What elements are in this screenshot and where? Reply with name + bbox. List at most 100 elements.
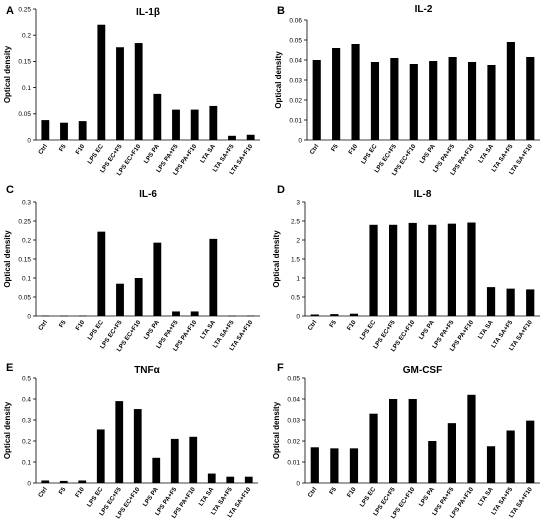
bar [209,238,218,316]
x-tick-label: Ctrl [307,486,319,499]
y-tick-label: 3 [296,199,300,206]
y-tick-label: 0.25 [18,218,31,225]
y-tick-label: 0.15 [18,256,31,263]
chart-panel-c: C IL-6 Optical density 0 0.05 0.1 0.15 0.2 0.25 0… [3,184,260,353]
x-tick-label: LPS PA [143,143,162,165]
bar [96,429,105,483]
bar [97,231,106,316]
bar [152,457,161,483]
y-tick-label: 0.05 [289,37,302,44]
x-tick-label: LTA SA [199,143,217,165]
x-tick-label: LPS EC [359,486,378,509]
bar [190,109,199,140]
chart-panel-d: D IL-8 Optical density 0 0.5 1 1.5 2 2.5 3 Ctrl F5 F… [272,184,540,353]
y-tick-label: 0.25 [18,6,31,13]
bar [447,423,456,483]
bar [172,109,180,140]
chart-title: TNFα [134,365,160,376]
x-tick-label: LPS EC [86,143,105,166]
y-tick-label: 0.2 [22,237,31,244]
panel-letter: D [277,184,285,196]
panel-letter: C [6,184,14,196]
y-axis-label: Optical density [274,51,283,109]
bar [41,480,50,483]
y-tick-label: 0.15 [18,59,31,66]
bar [312,60,321,140]
y-tick-label: 0 [27,137,31,144]
bar [349,448,359,483]
y-tick-label: 0.1 [22,275,31,282]
y-tick-label: 1.5 [291,256,300,263]
bar [408,222,417,316]
bar [78,121,87,140]
x-tick-label: F10 [346,319,358,332]
y-tick-label: 0 [296,480,300,487]
bar [389,399,398,483]
bar [428,224,437,316]
bar [506,42,515,140]
bar [115,401,124,483]
bar [429,61,438,140]
x-tick-label: Ctrl [37,486,49,499]
panel-letter: E [6,362,13,374]
bar [134,43,143,141]
panel-letter: B [277,5,285,17]
bar [390,58,399,140]
bar [60,122,68,140]
x-tick-label: LPS EC [86,319,105,342]
chart-title: IL-2 [415,4,433,15]
x-tick-label: Ctrl [37,319,49,332]
bar [78,315,87,317]
x-tick-label: LPS PA [143,319,162,341]
bar [428,441,437,483]
chart-title: IL-1β [136,7,160,18]
bar [41,120,50,140]
x-tick-label: F10 [346,486,358,499]
bar [486,446,496,483]
y-tick-label: 0.05 [18,111,31,118]
chart-panel-e: E TNFα Optical density 0 0.1 0.2 0.3 0.4 0.5 Ctrl… [3,362,258,520]
x-tick-label: F10 [347,143,359,156]
y-tick-label: 0.4 [22,396,31,403]
bar [97,24,106,140]
x-tick-label: LTA SA [477,143,495,165]
bar [467,394,476,483]
x-tick-label: Ctrl [37,143,49,156]
bar [153,93,162,140]
x-tick-label: F5 [58,143,68,153]
y-tick-label: 0.5 [291,294,300,301]
bar [369,413,378,483]
y-tick-label: 0.1 [22,85,31,92]
y-tick-label: 0.2 [22,33,31,40]
bar [244,476,253,483]
y-tick-label: 0.3 [22,199,31,206]
x-tick-label: LPS PA [419,143,438,165]
x-tick-label: LPS EC [360,143,379,166]
y-tick-label: 0 [296,313,300,320]
bar [467,222,476,316]
panel-letter: F [277,362,284,374]
bar [172,311,180,316]
y-tick-label: 0 [27,480,31,487]
y-tick-label: 0.02 [287,438,300,445]
x-tick-label: Ctrl [307,319,319,332]
y-axis-label: Optical density [272,401,281,459]
bar [330,314,339,316]
y-tick-label: 0 [27,313,31,320]
bar [448,57,457,140]
x-tick-label: F5 [58,486,68,496]
bar [226,476,235,483]
bar [153,242,162,316]
bar [60,315,68,317]
bar [526,420,535,483]
bar [487,65,496,140]
x-tick-label: F5 [330,143,340,153]
bar [389,224,398,316]
bar [41,315,50,317]
y-tick-label: 0.1 [22,459,31,466]
bar [207,473,216,483]
x-tick-label: LPS EC [86,486,105,509]
bar [409,64,418,140]
chart-title: IL-8 [414,189,432,200]
x-tick-label: LTA SA [477,319,495,341]
